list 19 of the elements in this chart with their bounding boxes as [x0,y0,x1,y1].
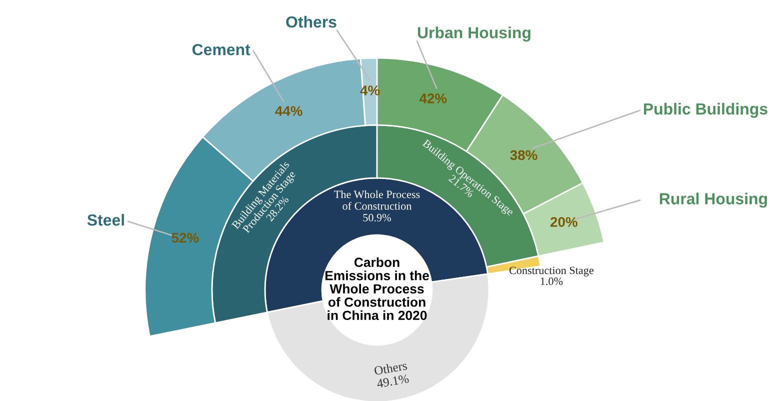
data-label: 42% [419,93,447,104]
category-label: Others [286,16,336,28]
data-label: 52% [172,232,199,243]
text: Carbon Emissions in the Whole Process of Construction in China in 2020 [325,257,429,320]
category-label: Public Buildings [644,102,768,118]
category-label: The Whole Process of Construction [334,190,420,210]
data-label: 38% [510,150,538,160]
data-label: 50.9% [363,214,391,222]
data-label: 20% [550,217,578,227]
data-label: 44% [275,106,302,116]
category-label: Construction Stage [509,266,594,276]
category-label: Steel [87,214,124,226]
data-label: 4% [360,86,380,96]
category-label: Urban Housing [418,26,530,42]
category-label: Cement [192,44,250,56]
data-label: 1.0% [540,278,563,286]
category-label: Rural Housing [660,192,767,208]
category-label: Others [374,360,408,376]
data-label: 49.1% [376,374,410,388]
